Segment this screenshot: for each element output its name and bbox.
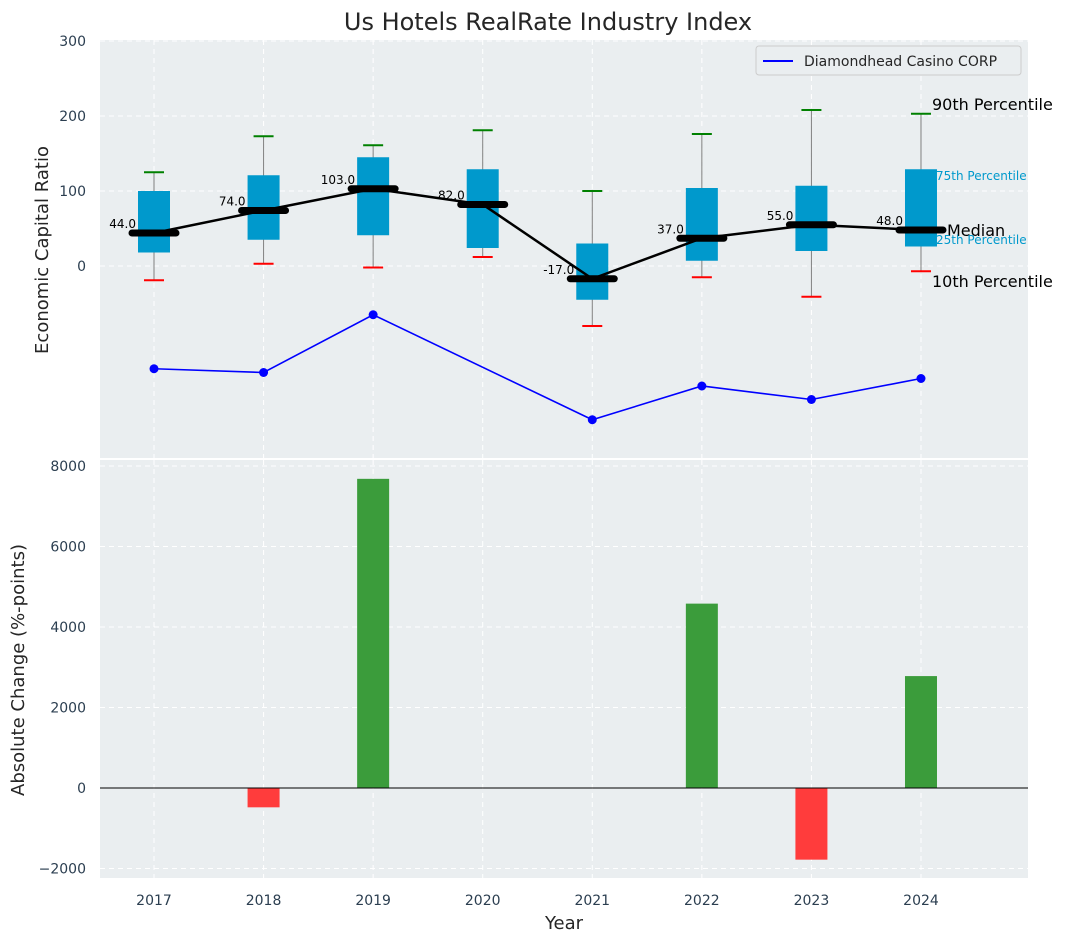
legend: Diamondhead Casino CORP [755, 45, 1022, 76]
annotation-p90: 90th Percentile [932, 95, 1053, 114]
median-value-label: 37.0 [657, 222, 684, 236]
x-tick-label: 2018 [246, 893, 282, 909]
annotation-p25: 25th Percentile [936, 233, 1027, 247]
median-value-label: 82.0 [438, 189, 465, 203]
x-tick-label: 2024 [903, 893, 939, 909]
x-tick-label: 2023 [794, 893, 830, 909]
negative-bar [795, 788, 828, 860]
iqr-box [138, 191, 170, 253]
company-point [916, 374, 926, 383]
iqr-box [904, 169, 937, 247]
x-axis-label: Year [544, 913, 584, 934]
x-tick-label: 2017 [136, 893, 172, 909]
annotation-median: Median [947, 221, 1005, 240]
positive-bar [685, 603, 718, 788]
bottom-y-axis-label: Absolute Change (%-points) [8, 544, 29, 796]
bottom-y-tick-label: 8000 [50, 459, 86, 475]
bottom-y-tick-label: 6000 [50, 539, 86, 555]
annotation-p10: 10th Percentile [932, 272, 1053, 291]
positive-bar [904, 676, 937, 788]
chart-title: Us Hotels RealRate Industry Index [344, 8, 752, 36]
iqr-box [795, 185, 828, 251]
company-point [697, 381, 707, 391]
iqr-box [466, 169, 499, 248]
median-value-label: -17.0 [543, 263, 574, 277]
x-tick-label: 2019 [355, 893, 391, 909]
top-plot-background [100, 40, 1028, 458]
bottom-y-tick-label: 4000 [50, 620, 86, 636]
top-y-tick-label: 300 [59, 34, 86, 50]
bottom-plot-background [100, 460, 1028, 878]
company-point [259, 368, 269, 377]
top-y-axis-label: Economic Capital Ratio [32, 146, 53, 354]
company-point [587, 415, 597, 425]
positive-bar [357, 478, 390, 788]
legend-box [755, 45, 1022, 76]
x-tick-label: 2021 [574, 893, 610, 909]
top-y-tick-label: 100 [59, 184, 86, 200]
median-value-label: 55.0 [767, 209, 794, 223]
median-value-label: 103.0 [321, 173, 355, 187]
median-value-label: 48.0 [876, 214, 903, 228]
company-point [368, 310, 378, 320]
bottom-y-tick-label: 0 [77, 781, 86, 797]
median-value-label: 44.0 [109, 217, 136, 231]
x-tick-label: 2020 [465, 893, 501, 909]
annotation-p75: 75th Percentile [936, 169, 1027, 183]
top-y-tick-label: 0 [77, 259, 86, 275]
top-y-tick-label: 200 [59, 109, 86, 125]
x-tick-label: 2022 [684, 893, 720, 909]
company-point [149, 364, 159, 374]
bottom-y-tick-label: 2000 [50, 700, 86, 716]
iqr-box [685, 188, 718, 261]
median-value-label: 74.0 [219, 195, 246, 209]
negative-bar [247, 788, 280, 808]
legend-label: Diamondhead Casino CORP [804, 54, 997, 70]
iqr-box [357, 157, 390, 236]
bottom-y-tick-label: −2000 [39, 862, 86, 878]
company-point [806, 395, 816, 404]
